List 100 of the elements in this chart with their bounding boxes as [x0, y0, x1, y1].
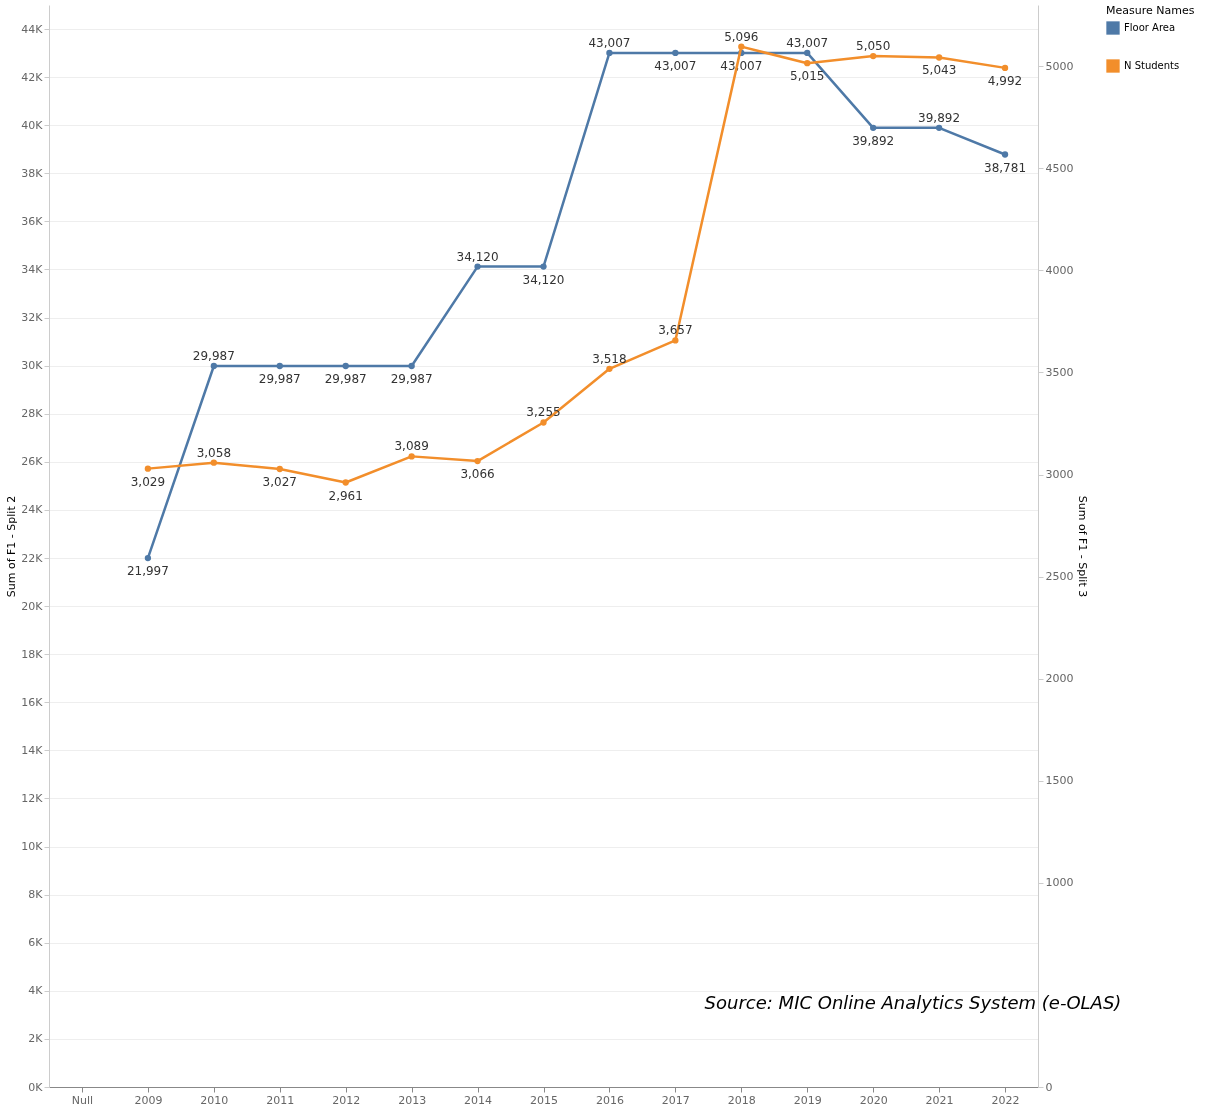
- point: [540, 263, 547, 270]
- y-tick-label: 22K: [21, 551, 44, 565]
- y-tick-label: 14K: [21, 743, 44, 757]
- x-tick-label: 2016: [595, 1093, 624, 1107]
- x-tick-label: 2010: [200, 1093, 229, 1107]
- y2-tick-label: 3000: [1045, 468, 1074, 482]
- data-label: 39,892: [918, 110, 961, 125]
- y-tick-label: 0K: [28, 1080, 44, 1094]
- y-tick-label: 20K: [21, 599, 44, 613]
- point: [474, 263, 481, 270]
- y2-tick-label: 2500: [1045, 570, 1074, 584]
- y-tick-label: 34K: [21, 262, 44, 276]
- y2-axis-title: Sum of F1 - Split 3: [1076, 495, 1090, 598]
- y-tick-label: 28K: [21, 407, 44, 421]
- y-tick-label: 6K: [28, 936, 44, 950]
- point: [1001, 64, 1009, 72]
- y-tick-label: 2K: [28, 1032, 44, 1046]
- point: [672, 337, 679, 344]
- point: [342, 362, 349, 370]
- point: [935, 54, 943, 61]
- point: [408, 453, 415, 460]
- data-label: 3,066: [460, 467, 495, 482]
- legend-title: Measure Names: [1106, 4, 1195, 17]
- data-label: 39,892: [852, 133, 895, 148]
- data-label: 43,007: [786, 35, 829, 50]
- data-label: 3,089: [394, 439, 429, 454]
- point: [870, 124, 877, 131]
- point: [540, 419, 547, 426]
- point: [606, 365, 613, 372]
- x-tick-label: 2009: [134, 1093, 163, 1107]
- x-tick-label: 2021: [925, 1093, 954, 1107]
- y-tick-label: 12K: [21, 791, 44, 805]
- data-label: 3,027: [262, 475, 297, 490]
- y-tick-label: 4K: [28, 984, 44, 998]
- point: [606, 49, 613, 57]
- data-label: 29,987: [324, 371, 367, 386]
- data-label: 43,007: [588, 35, 631, 50]
- y-tick-label: 40K: [21, 118, 44, 132]
- y-tick-label: 36K: [21, 214, 44, 228]
- data-label: 4,992: [987, 73, 1023, 88]
- y-tick-label: 42K: [21, 70, 44, 84]
- y-tick-label: 38K: [21, 166, 44, 180]
- point: [870, 52, 877, 60]
- point: [276, 362, 283, 370]
- data-label: 29,987: [258, 371, 301, 386]
- y2-tick-label: 1500: [1045, 774, 1074, 788]
- y-tick-label: 10K: [21, 840, 44, 854]
- point: [408, 362, 415, 370]
- data-label: 34,120: [522, 272, 565, 287]
- data-label: 29,987: [192, 348, 235, 363]
- data-label: 5,015: [790, 69, 825, 84]
- x-tick-label: 2020: [859, 1093, 888, 1107]
- data-label: 5,050: [855, 39, 891, 54]
- point: [672, 49, 679, 57]
- y-tick-label: 30K: [21, 359, 44, 373]
- x-tick-label: 2015: [530, 1093, 558, 1107]
- point: [935, 124, 943, 131]
- x-tick-label: 2017: [661, 1093, 690, 1107]
- y-tick-label: 44K: [21, 22, 44, 36]
- point: [210, 459, 217, 466]
- point: [342, 479, 349, 486]
- point: [210, 362, 217, 370]
- x-tick-label: 2013: [398, 1093, 427, 1107]
- x-tick-label: 2011: [266, 1093, 295, 1107]
- y2-tick-label: 0: [1045, 1080, 1053, 1094]
- data-label: 34,120: [456, 249, 499, 264]
- annotation: Source: MIC Online Analytics System (e-OLAS): [704, 992, 1122, 1013]
- data-label: 43,007: [654, 58, 697, 73]
- data-label: 38,781: [984, 160, 1027, 175]
- y2-tick-label: 5000: [1045, 59, 1074, 73]
- y-tick-label: 18K: [21, 647, 44, 661]
- y-axis-title: Sum of F1 - Split 2: [5, 495, 19, 598]
- x-tick-label: Null: [71, 1093, 94, 1107]
- data-label: 2,961: [328, 488, 363, 503]
- data-label: 29,987: [390, 371, 433, 386]
- data-label: 3,518: [592, 351, 627, 366]
- x-tick-label: 2019: [793, 1093, 822, 1107]
- y2-tick-label: 2000: [1045, 672, 1074, 686]
- x-tick-label: 2022: [991, 1093, 1020, 1107]
- y-tick-label: 8K: [28, 888, 44, 902]
- y2-tick-label: 4000: [1045, 263, 1074, 277]
- y-tick-label: 32K: [21, 311, 44, 325]
- legend-label: N Students: [1124, 60, 1180, 71]
- point: [144, 554, 152, 562]
- y2-tick-label: 3500: [1045, 365, 1074, 379]
- point: [804, 49, 811, 57]
- data-label: 3,029: [130, 474, 166, 489]
- point: [474, 457, 481, 465]
- y-tick-label: 24K: [21, 503, 44, 517]
- y-tick-label: 26K: [21, 455, 44, 469]
- y2-tick-label: 4500: [1045, 161, 1074, 175]
- data-label: 21,997: [126, 564, 169, 579]
- x-tick-label: 2014: [464, 1093, 493, 1107]
- y2-tick-label: 1000: [1045, 876, 1074, 890]
- data-label: 3,058: [196, 445, 232, 460]
- point: [1001, 151, 1009, 158]
- x-tick-label: 2018: [727, 1093, 756, 1107]
- legend-label: Floor Area: [1124, 22, 1176, 33]
- x-tick-label: 2012: [332, 1093, 361, 1107]
- point: [804, 60, 811, 67]
